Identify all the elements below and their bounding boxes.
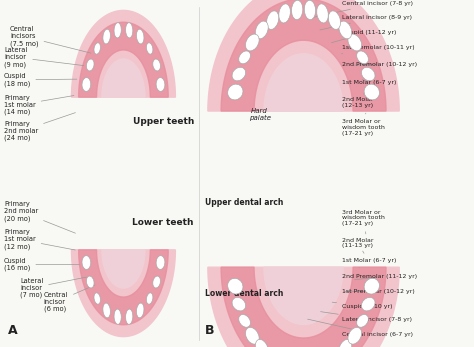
Ellipse shape xyxy=(114,23,121,38)
Ellipse shape xyxy=(255,21,268,39)
Ellipse shape xyxy=(94,293,100,304)
Ellipse shape xyxy=(317,4,328,23)
Ellipse shape xyxy=(156,78,165,91)
Text: Upper dental arch: Upper dental arch xyxy=(205,198,283,208)
Ellipse shape xyxy=(356,314,368,327)
Text: 3rd Molar or
wisdom tooth
(17-21 yr): 3rd Molar or wisdom tooth (17-21 yr) xyxy=(342,113,385,136)
Polygon shape xyxy=(208,267,399,347)
Ellipse shape xyxy=(246,34,259,51)
Ellipse shape xyxy=(146,293,153,304)
Text: 2nd Molar
(11-13 yr): 2nd Molar (11-13 yr) xyxy=(342,237,374,253)
Polygon shape xyxy=(102,59,145,97)
Ellipse shape xyxy=(362,297,375,311)
Ellipse shape xyxy=(114,309,121,324)
Polygon shape xyxy=(79,22,168,97)
Ellipse shape xyxy=(137,303,144,318)
Text: Cuspid (11-12 yr): Cuspid (11-12 yr) xyxy=(331,30,396,43)
Ellipse shape xyxy=(146,43,153,54)
Ellipse shape xyxy=(328,11,340,29)
Polygon shape xyxy=(72,10,175,97)
Ellipse shape xyxy=(153,59,160,71)
Ellipse shape xyxy=(292,0,303,20)
Text: 1st Molar (6-7 yr): 1st Molar (6-7 yr) xyxy=(342,80,396,85)
Ellipse shape xyxy=(364,278,380,294)
Text: Hard
palate: Hard palate xyxy=(248,108,271,121)
Ellipse shape xyxy=(103,303,110,318)
Ellipse shape xyxy=(126,309,133,324)
Text: 3rd Molar or
wisdom tooth
(17-21 yr): 3rd Molar or wisdom tooth (17-21 yr) xyxy=(342,210,385,234)
Ellipse shape xyxy=(266,11,279,29)
Text: Central
incisor
(6 mo): Central incisor (6 mo) xyxy=(44,285,95,312)
Text: Upper teeth: Upper teeth xyxy=(133,117,194,126)
Polygon shape xyxy=(72,250,175,337)
Ellipse shape xyxy=(339,339,352,347)
Ellipse shape xyxy=(153,276,160,288)
Ellipse shape xyxy=(339,21,352,39)
Polygon shape xyxy=(221,0,386,111)
Text: Primary
2nd molar
(24 mo): Primary 2nd molar (24 mo) xyxy=(4,113,75,142)
Ellipse shape xyxy=(228,84,243,100)
Text: Lateral incisor (8-9 yr): Lateral incisor (8-9 yr) xyxy=(320,15,412,30)
Ellipse shape xyxy=(255,339,268,347)
Text: 1st Molar (6-7 yr): 1st Molar (6-7 yr) xyxy=(342,259,396,268)
Text: Cuspid
(18 mo): Cuspid (18 mo) xyxy=(4,73,77,86)
Ellipse shape xyxy=(364,84,380,100)
Polygon shape xyxy=(264,54,343,111)
Ellipse shape xyxy=(82,78,91,91)
Text: B: B xyxy=(205,324,214,337)
Text: 2nd Premolar (10-12 yr): 2nd Premolar (10-12 yr) xyxy=(342,62,417,67)
Text: Lower dental arch: Lower dental arch xyxy=(205,289,283,298)
Text: 2nd Molar
(12-13 yr): 2nd Molar (12-13 yr) xyxy=(342,94,374,108)
Text: Lateral incisor (7-8 yr): Lateral incisor (7-8 yr) xyxy=(320,312,412,322)
Text: Central incisor (7-8 yr): Central incisor (7-8 yr) xyxy=(308,1,413,18)
Ellipse shape xyxy=(356,51,368,64)
Polygon shape xyxy=(102,250,145,288)
Polygon shape xyxy=(79,250,168,325)
Ellipse shape xyxy=(86,276,94,288)
Ellipse shape xyxy=(94,43,100,54)
Text: Cuspid (9-10 yr): Cuspid (9-10 yr) xyxy=(332,302,392,308)
Text: Lateral
incisor
(9 mo): Lateral incisor (9 mo) xyxy=(4,47,84,68)
Ellipse shape xyxy=(348,327,362,344)
Text: 1st Premolar (10-12 yr): 1st Premolar (10-12 yr) xyxy=(342,289,415,294)
Text: Lateral
incisor
(7 mo): Lateral incisor (7 mo) xyxy=(20,277,86,298)
Text: Cuspid
(16 mo): Cuspid (16 mo) xyxy=(4,258,80,271)
Text: Primary
2nd molar
(20 mo): Primary 2nd molar (20 mo) xyxy=(4,201,75,233)
Ellipse shape xyxy=(362,67,375,81)
Text: A: A xyxy=(8,324,18,337)
Ellipse shape xyxy=(126,23,133,38)
Ellipse shape xyxy=(137,29,144,44)
Ellipse shape xyxy=(232,67,246,81)
Polygon shape xyxy=(264,267,343,324)
Ellipse shape xyxy=(82,256,91,269)
Ellipse shape xyxy=(86,59,94,71)
Ellipse shape xyxy=(232,297,246,311)
Text: Central
incisors
(7.5 mo): Central incisors (7.5 mo) xyxy=(10,26,91,53)
Ellipse shape xyxy=(239,51,250,64)
Ellipse shape xyxy=(228,278,243,294)
Ellipse shape xyxy=(348,34,362,51)
Ellipse shape xyxy=(279,4,291,23)
Ellipse shape xyxy=(304,0,316,20)
Text: Lower teeth: Lower teeth xyxy=(133,218,194,227)
Text: 1st Premolar (10-11 yr): 1st Premolar (10-11 yr) xyxy=(341,45,415,54)
Polygon shape xyxy=(208,0,399,111)
Text: Primary
1st molar
(12 mo): Primary 1st molar (12 mo) xyxy=(4,229,75,250)
Ellipse shape xyxy=(246,327,259,344)
Ellipse shape xyxy=(156,256,165,269)
Text: Central incisor (6-7 yr): Central incisor (6-7 yr) xyxy=(308,319,413,337)
Ellipse shape xyxy=(103,29,110,44)
Ellipse shape xyxy=(239,314,250,327)
Polygon shape xyxy=(221,267,386,347)
Text: Primary
1st molar
(14 mo): Primary 1st molar (14 mo) xyxy=(4,94,74,115)
Text: 2nd Premolar (11-12 yr): 2nd Premolar (11-12 yr) xyxy=(342,274,417,280)
